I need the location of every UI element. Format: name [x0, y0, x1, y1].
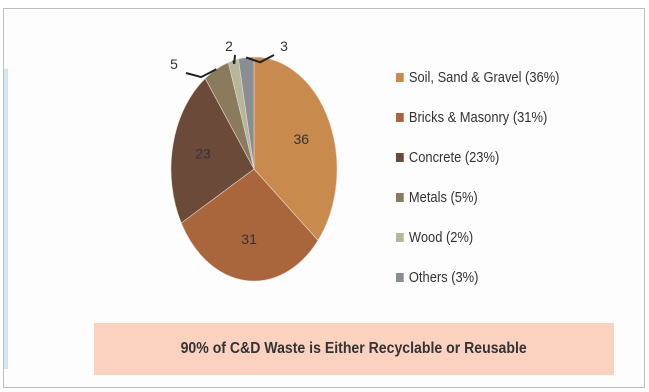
chart-legend: Soil, Sand & Gravel (36%) Bricks & Masonr…: [396, 57, 586, 297]
legend-item-5: Wood (2%): [396, 217, 559, 257]
chart-frame: 36 31 23 5 2 3 Soil, Sand & Gravel (36%) Brick…: [3, 8, 645, 388]
legend-item-3: Concrete (23%): [396, 137, 559, 177]
leader-line-5: [232, 54, 236, 64]
data-label-3: 23: [195, 146, 211, 162]
legend-item-6: Others (3%): [396, 257, 559, 297]
legend-item-4: Metals (5%): [396, 177, 559, 217]
footer-text: 90% of C&D Waste is Either Recyclable or…: [180, 340, 528, 357]
legend-swatch: [396, 72, 404, 82]
footer-banner: 90% of C&D Waste is Either Recyclable or…: [94, 323, 614, 375]
pie-slice-1: [253, 56, 338, 241]
legend-label: Concrete (23%): [408, 148, 500, 166]
data-label-1: 36: [294, 131, 310, 147]
legend-swatch: [396, 192, 404, 202]
legend-label: Bricks & Masonry (31%): [408, 108, 548, 126]
legend-label: Wood (2%): [408, 228, 474, 246]
legend-label: Metals (5%): [408, 188, 478, 206]
legend-swatch: [396, 152, 404, 162]
pie-slice-3: [170, 77, 255, 224]
legend-swatch: [396, 272, 404, 282]
left-accent-bar: [4, 69, 8, 369]
pie-slice-6: [238, 56, 255, 170]
legend-label: Soil, Sand & Gravel (36%): [408, 68, 560, 86]
leader-line-6: [245, 54, 275, 64]
legend-swatch: [396, 112, 404, 122]
data-label-6: 3: [280, 38, 288, 54]
legend-swatch: [396, 232, 404, 242]
pie-slice-2: [180, 168, 319, 282]
data-label-2: 31: [241, 231, 257, 247]
leader-line-4: [185, 68, 217, 79]
data-label-4: 5: [170, 56, 178, 72]
legend-item-2: Bricks & Masonry (31%): [396, 97, 559, 137]
legend-label: Others (3%): [408, 268, 479, 286]
legend-item-1: Soil, Sand & Gravel (36%): [396, 57, 559, 97]
data-label-5: 2: [225, 38, 233, 54]
